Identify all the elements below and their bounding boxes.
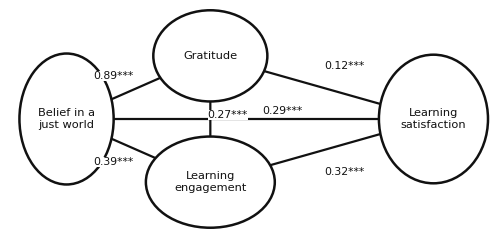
Text: 0.32***: 0.32*** [324, 167, 364, 177]
Text: Belief in a
just world: Belief in a just world [38, 108, 95, 130]
Ellipse shape [146, 137, 275, 228]
Text: 0.89***: 0.89*** [94, 71, 134, 81]
Ellipse shape [154, 10, 268, 101]
Text: 0.29***: 0.29*** [262, 106, 302, 116]
Ellipse shape [379, 55, 488, 183]
Text: Learning
engagement: Learning engagement [174, 171, 246, 193]
Text: Learning
satisfaction: Learning satisfaction [400, 108, 466, 130]
Text: 0.39***: 0.39*** [94, 157, 134, 167]
Text: Gratitude: Gratitude [184, 51, 238, 61]
Text: 0.12***: 0.12*** [324, 61, 364, 71]
Text: 0.27***: 0.27*** [208, 110, 248, 120]
Ellipse shape [20, 54, 114, 184]
